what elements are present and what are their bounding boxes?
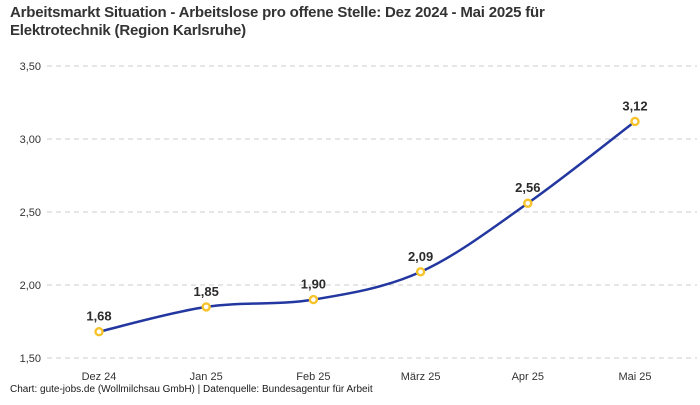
data-point-marker xyxy=(308,294,319,305)
x-tick-label: Mai 25 xyxy=(618,371,651,383)
chart-title-line-1: Arbeitsmarkt Situation - Arbeitslose pro… xyxy=(10,4,545,21)
y-tick-label: 3,00 xyxy=(20,134,41,146)
series-line xyxy=(97,120,637,333)
data-point-marker xyxy=(630,116,640,127)
x-tick-label: Apr 25 xyxy=(512,371,544,383)
data-point-label: 2,09 xyxy=(408,249,433,264)
data-point-marker xyxy=(523,198,533,208)
data-point-label: 2,56 xyxy=(515,180,540,195)
chart-title-line-2: Elektrotechnik (Region Karlsruhe) xyxy=(10,22,246,39)
x-tick-label: Feb 25 xyxy=(296,371,330,383)
data-point-label: 3,12 xyxy=(622,98,647,113)
x-tick-label: Dez 24 xyxy=(82,371,117,383)
data-point-label: 1,90 xyxy=(301,277,326,292)
data-point-label: 1,68 xyxy=(86,309,111,324)
y-tick-label: 2,50 xyxy=(20,207,41,219)
x-tick-label: Jan 25 xyxy=(190,371,223,383)
data-point-marker xyxy=(94,327,104,337)
y-tick-label: 1,50 xyxy=(20,353,41,365)
data-point-marker xyxy=(201,302,211,312)
y-tick-label: 3,50 xyxy=(20,61,41,73)
y-tick-label: 2,00 xyxy=(20,280,41,292)
chart-credit: Chart: gute-jobs.de (Wollmilchsau GmbH) … xyxy=(10,384,373,395)
chart-title: Arbeitsmarkt Situation - Arbeitslose pro… xyxy=(10,4,690,40)
data-point-marker xyxy=(415,267,426,277)
data-point-label: 1,85 xyxy=(194,284,219,299)
x-tick-label: März 25 xyxy=(401,371,441,383)
